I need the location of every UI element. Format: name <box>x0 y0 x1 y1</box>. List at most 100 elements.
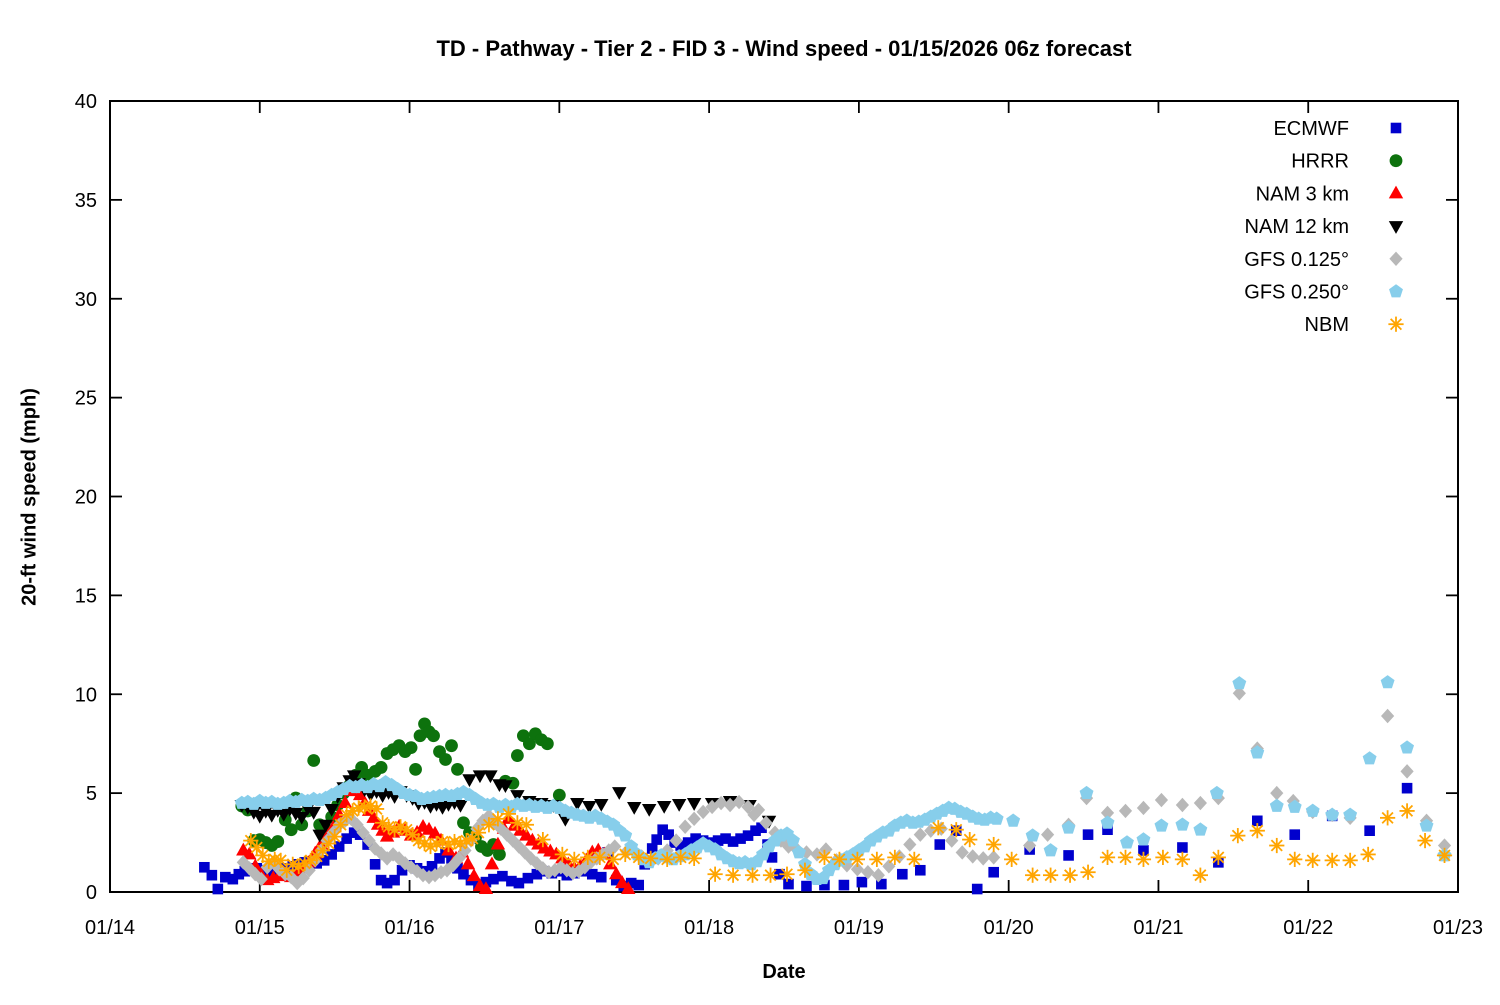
data-point <box>242 846 257 860</box>
data-point <box>988 866 999 878</box>
data-point <box>696 804 710 820</box>
legend-entry-nbm: NBM <box>1305 314 1404 336</box>
x-tick-label: 01/14 <box>85 917 135 939</box>
data-point <box>324 803 339 817</box>
data-point <box>1360 846 1376 863</box>
data-point <box>1004 851 1020 867</box>
data-point <box>392 851 406 866</box>
data-point <box>744 867 761 883</box>
y-tick-label: 20 <box>75 487 97 509</box>
data-point <box>627 801 642 815</box>
data-point <box>1362 751 1377 765</box>
data-point <box>720 833 731 844</box>
data-point <box>779 866 795 882</box>
data-point <box>1138 845 1149 856</box>
data-point <box>307 754 321 767</box>
data-point <box>494 821 508 836</box>
data-point <box>792 845 806 859</box>
data-point <box>1155 849 1171 865</box>
data-point <box>1389 154 1403 168</box>
data-point <box>756 822 767 834</box>
data-point <box>663 829 674 840</box>
data-point <box>1080 864 1096 880</box>
data-point <box>682 837 694 848</box>
x-tick-label: 01/22 <box>1283 917 1333 939</box>
data-point <box>302 863 316 878</box>
legend-entry-hrrr: HRRR <box>1291 151 1403 173</box>
data-point <box>426 860 438 872</box>
data-point <box>1287 799 1302 813</box>
data-point <box>1289 829 1301 840</box>
data-point <box>1269 798 1284 812</box>
y-tick-label: 15 <box>75 585 97 607</box>
data-point <box>510 790 525 803</box>
data-point <box>1305 803 1320 817</box>
data-point <box>856 876 868 888</box>
data-point <box>1082 829 1094 840</box>
data-point <box>1100 805 1115 821</box>
data-point <box>1062 867 1078 883</box>
legend-entry-ecmwf: ECMWF <box>1273 118 1402 140</box>
data-point <box>249 839 265 856</box>
data-point <box>466 868 482 882</box>
data-point <box>440 863 454 878</box>
data-point <box>326 825 340 840</box>
legend-entry-nam-12-km: NAM 12 km <box>1245 216 1404 238</box>
data-point <box>673 849 689 865</box>
data-point <box>861 865 875 880</box>
data-point <box>531 868 543 880</box>
data-point <box>484 856 500 870</box>
data-point <box>732 794 746 810</box>
data-point <box>986 836 1002 853</box>
legend-label-gfs-0-125: GFS 0.125° <box>1244 249 1349 271</box>
x-tick-label: 01/15 <box>235 917 285 939</box>
data-point <box>470 825 487 841</box>
data-point <box>678 819 692 834</box>
legend-entry-gfs-0-250: GFS 0.250° <box>1244 282 1403 304</box>
data-point <box>783 878 794 890</box>
data-point <box>470 821 484 836</box>
data-point <box>381 877 393 889</box>
x-tick-label: 01/17 <box>534 917 584 939</box>
data-point <box>690 833 701 844</box>
data-point <box>914 864 926 876</box>
data-point <box>290 875 304 891</box>
data-point <box>633 879 645 891</box>
data-point <box>643 850 659 866</box>
data-point <box>1249 823 1265 839</box>
data-point <box>510 749 524 762</box>
data-point <box>1193 795 1207 811</box>
data-point <box>404 741 418 755</box>
data-point <box>273 852 289 868</box>
data-point <box>1023 838 1037 853</box>
data-point <box>801 880 812 892</box>
data-point <box>548 863 562 878</box>
data-point <box>799 845 814 860</box>
data-point <box>452 851 466 866</box>
data-point <box>1100 815 1115 829</box>
data-point <box>220 871 231 883</box>
data-point <box>657 824 668 836</box>
data-point <box>266 855 280 870</box>
data-point <box>350 817 364 832</box>
data-point <box>955 845 969 860</box>
data-point <box>337 795 353 809</box>
data-point <box>675 840 686 851</box>
data-point <box>410 864 424 879</box>
data-point <box>1232 676 1247 690</box>
x-tick-label: 01/18 <box>684 917 734 939</box>
data-point <box>631 849 647 865</box>
data-point <box>751 802 766 818</box>
data-point <box>1251 815 1263 827</box>
data-point <box>595 871 607 883</box>
data-point <box>500 827 514 842</box>
series-gfs-0-250 <box>234 675 1452 886</box>
data-point <box>306 806 321 820</box>
data-point <box>227 873 239 885</box>
data-point <box>1401 782 1413 794</box>
data-point <box>1063 850 1074 861</box>
data-point <box>1437 838 1452 853</box>
data-point <box>609 866 624 880</box>
x-tick-label: 01/21 <box>1133 917 1183 939</box>
data-point <box>530 856 544 871</box>
